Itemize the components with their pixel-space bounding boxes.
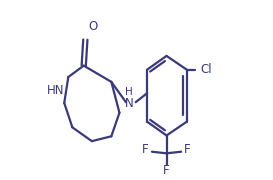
Text: O: O — [88, 20, 97, 33]
Text: F: F — [163, 164, 170, 177]
Text: HN: HN — [47, 84, 64, 96]
Text: F: F — [184, 143, 191, 156]
Text: F: F — [142, 143, 149, 156]
Text: H: H — [125, 87, 133, 97]
Text: N: N — [125, 97, 133, 110]
Text: Cl: Cl — [201, 63, 212, 76]
